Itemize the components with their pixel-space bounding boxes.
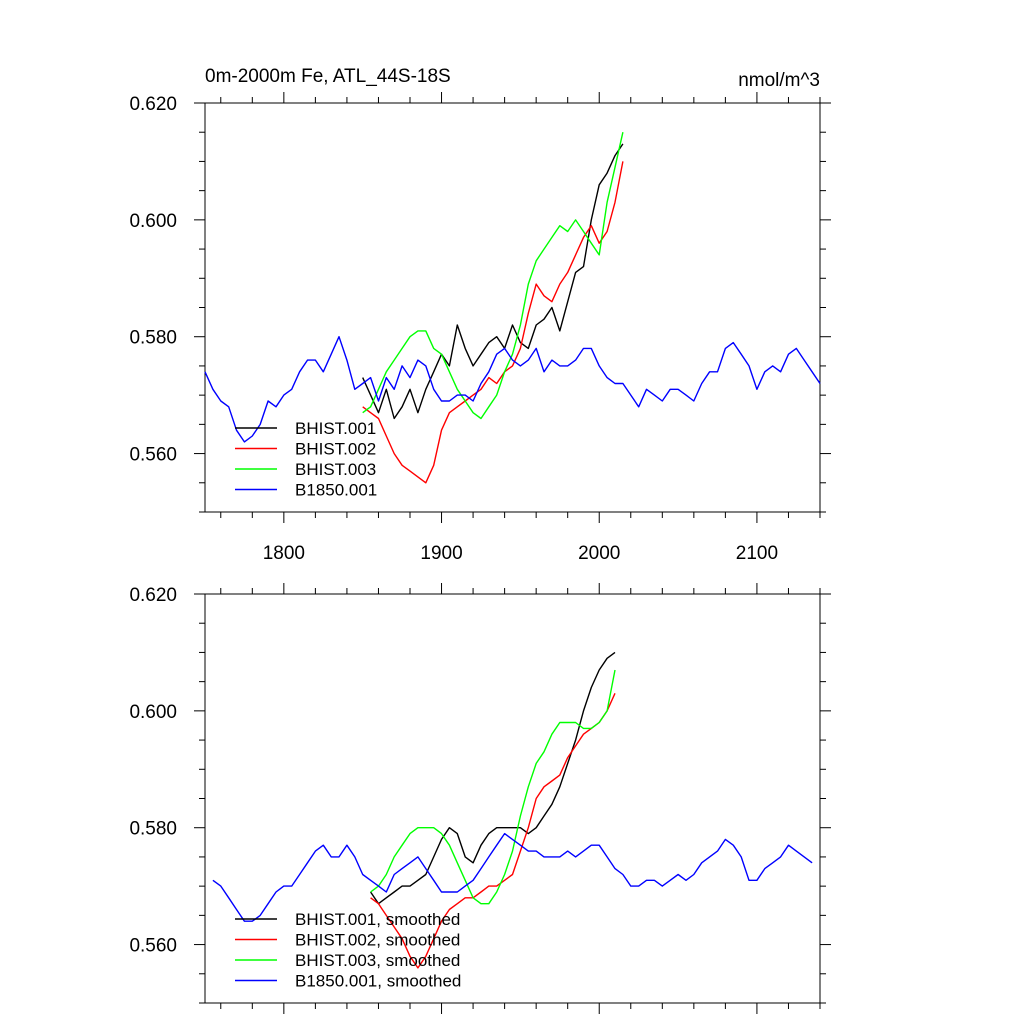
legend-label: B1850.001, smoothed	[295, 972, 461, 991]
y-tick-label: 0.560	[129, 936, 177, 957]
y-tick-label: 0.600	[129, 702, 177, 723]
bottom-panel: 0.560 0.580 0.600 0.620 BHIST.001, smoothed B…	[129, 583, 831, 1014]
x-tick-label: 1800	[263, 543, 305, 564]
top-panel: 0.560 0.580 0.600 0.620 1800 1900 2000 2100 BHIS…	[129, 92, 831, 564]
series-line-b1850-001-smoothed	[212, 832, 813, 922]
y-tick-label: 0.560	[129, 445, 177, 466]
y-tick-label: 0.620	[129, 94, 177, 115]
series-line-bhist-001	[362, 143, 624, 420]
x-tick-label: 1900	[420, 543, 462, 564]
series-line-bhist-003	[362, 132, 624, 420]
x-tick-label: 2100	[736, 543, 778, 564]
series-line-bhist-003-smoothed	[370, 669, 616, 905]
y-tick-label: 0.580	[129, 328, 177, 349]
legend-label: BHIST.002	[295, 440, 376, 459]
legend-label: BHIST.003	[295, 460, 376, 479]
series-line-b1850-001	[204, 336, 821, 443]
legend-label: B1850.001	[295, 481, 377, 500]
legend-label: BHIST.001	[295, 419, 376, 438]
legend-label: BHIST.001, smoothed	[295, 910, 460, 929]
y-tick-label: 0.600	[129, 211, 177, 232]
chart-units: nmol/m^3	[738, 70, 820, 91]
x-tick-label: 2000	[578, 543, 620, 564]
series-line-bhist-002	[362, 161, 624, 484]
series-line-bhist-002-smoothed	[370, 693, 616, 969]
y-tick-label: 0.580	[129, 819, 177, 840]
chart-title: 0m-2000m Fe, ATL_44S-18S	[205, 66, 451, 87]
legend-label: BHIST.003, smoothed	[295, 951, 460, 970]
y-tick-label: 0.620	[129, 585, 177, 606]
legend-label: BHIST.002, smoothed	[295, 931, 460, 950]
series-line-bhist-001-smoothed	[370, 651, 616, 905]
